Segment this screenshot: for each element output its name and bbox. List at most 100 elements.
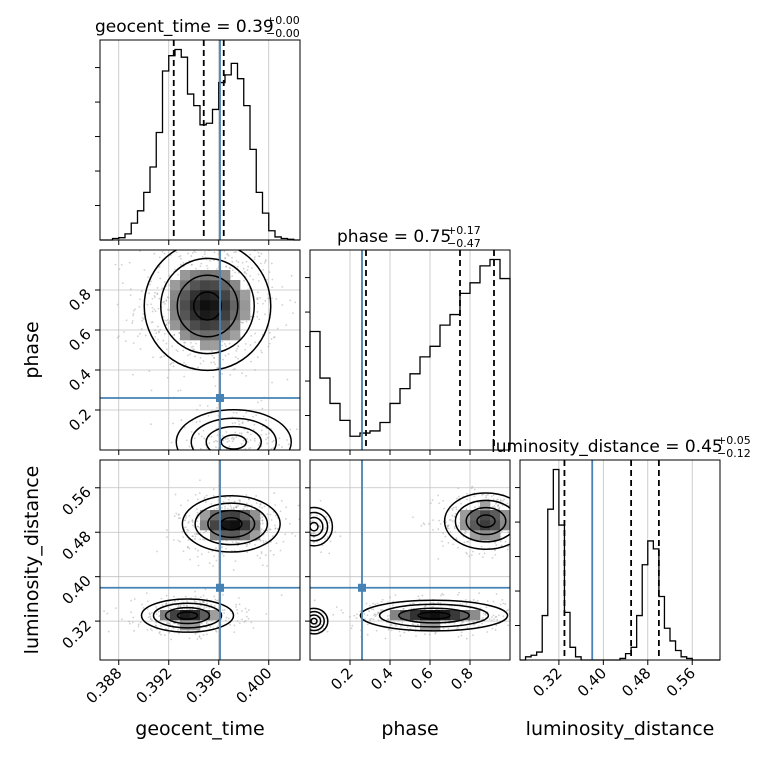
joint-geocent-time-phase-sample-780 (286, 439, 289, 441)
joint-geocent-time-luminosity-distance-sample-662 (106, 612, 109, 615)
joint-geocent-time-phase-sample-253 (267, 297, 270, 300)
joint-geocent-time-phase-sample-666 (200, 262, 203, 265)
joint-geocent-time-phase-sample-445 (263, 261, 266, 264)
joint-phase-luminosity-distance-sample-862 (292, 522, 294, 524)
joint-geocent-time-phase-sample-165 (157, 271, 160, 274)
joint-geocent-time-luminosity-distance-sample-466 (204, 501, 207, 504)
joint-geocent-time-phase-sample-886 (204, 456, 206, 458)
joint-geocent-time-phase-sample-737 (215, 446, 217, 449)
joint-phase-luminosity-distance-sample-252 (446, 524, 449, 527)
joint-geocent-time-luminosity-distance-sample-204 (187, 545, 189, 548)
joint-geocent-time-phase-sample-846 (226, 441, 229, 443)
joint-geocent-time-phase-sample-176 (223, 250, 226, 253)
joint-phase-luminosity-distance-sample-570 (492, 600, 495, 603)
joint-geocent-time-phase-sample-738 (247, 431, 250, 434)
joint-geocent-time-luminosity-distance-sample-646 (154, 621, 157, 623)
joint-geocent-time-luminosity-distance-sample-306 (246, 505, 249, 508)
joint-geocent-time-phase-contour-1-1 (205, 425, 262, 450)
joint-geocent-time-phase-sample-443 (271, 381, 273, 384)
joint-phase-luminosity-distance-sample-265 (507, 531, 510, 533)
joint-geocent-time-phase-sample-861 (208, 442, 211, 445)
joint-geocent-time-luminosity-distance-sample-566 (210, 604, 213, 606)
joint-phase-luminosity-distance-sample-194 (508, 531, 510, 534)
joint-geocent-time-luminosity-distance-sample-734 (158, 631, 161, 633)
joint-geocent-time-luminosity-distance-sample-49 (205, 530, 207, 532)
joint-phase-luminosity-distance-sample-464 (516, 616, 518, 618)
joint-geocent-time-phase-sample-343 (159, 356, 162, 359)
joint-geocent-time-phase-sample-543 (314, 256, 316, 258)
joint-phase-luminosity-distance-sample-325 (447, 525, 449, 528)
joint-phase-luminosity-distance-sample-8 (495, 499, 498, 501)
joint-phase-luminosity-distance-sample-693 (390, 629, 393, 632)
joint-geocent-time-luminosity-distance-sample-610 (183, 604, 185, 607)
joint-geocent-time-luminosity-distance-sample-216 (237, 505, 240, 507)
joint-phase-luminosity-distance-sample-359 (513, 520, 515, 522)
joint-phase-luminosity-distance-contour-0-2 (454, 499, 510, 543)
joint-phase-luminosity-distance-sample-208 (452, 543, 455, 546)
joint-geocent-time-luminosity-distance-sample-754 (148, 612, 151, 615)
joint-geocent-time-phase-sample-609 (156, 325, 159, 328)
joint-geocent-time-phase-sample-790 (295, 428, 298, 431)
joint-phase-luminosity-distance-sample-271 (438, 519, 441, 522)
joint-phase-luminosity-distance-sample-193 (487, 493, 489, 496)
joint-geocent-time-luminosity-distance-sample-797 (166, 621, 169, 624)
joint-phase-luminosity-distance-sample-702 (423, 606, 426, 608)
joint-phase-luminosity-distance-sample-897 (303, 632, 305, 634)
joint-geocent-time-luminosity-distance-frame (99, 459, 301, 661)
joint-geocent-time-luminosity-distance-sample-435 (221, 546, 223, 549)
joint-geocent-time-luminosity-distance-sample-366 (194, 533, 196, 535)
joint-geocent-time-phase-sample-154 (177, 273, 179, 276)
joint-geocent-time-luminosity-distance-sample-781 (243, 621, 246, 624)
joint-geocent-time-phase-sample-892 (276, 463, 278, 465)
joint-geocent-time-luminosity-distance-sample-325 (261, 522, 264, 525)
joint-phase-luminosity-distance-sample-673 (374, 615, 377, 618)
joint-phase-luminosity-distance-sample-849 (307, 529, 309, 531)
joint-geocent-time-phase-sample-869 (305, 430, 307, 432)
joint-phase-luminosity-distance-sample-855 (315, 514, 318, 517)
joint-phase-luminosity-distance-sample-883 (297, 613, 299, 615)
joint-geocent-time-luminosity-distance-sample-103 (268, 506, 271, 509)
joint-geocent-time-phase-sample-508 (275, 298, 278, 300)
joint-geocent-time-phase-sample-372 (273, 336, 275, 339)
joint-geocent-time-luminosity-distance-sample-157 (186, 546, 189, 549)
joint-geocent-time-phase-sample-8 (195, 267, 197, 270)
joint-geocent-time-phase-sample-814 (289, 428, 292, 431)
joint-phase-luminosity-distance-sample-682 (413, 602, 415, 605)
joint-geocent-time-phase-sample-588 (212, 375, 215, 378)
joint-geocent-time-phase-sample-745 (267, 451, 269, 453)
joint-geocent-time-phase-sample-72 (254, 332, 256, 335)
joint-geocent-time-phase-sample-213 (249, 315, 252, 318)
joint-geocent-time-luminosity-distance-sample-178 (294, 535, 297, 537)
joint-phase-luminosity-distance-sample-530 (494, 616, 497, 618)
joint-geocent-time-phase-sample-374 (236, 265, 239, 268)
joint-geocent-time-phase-sample-45 (202, 244, 204, 246)
joint-phase-luminosity-distance-sample-685 (371, 608, 373, 610)
joint-geocent-time-luminosity-distance-sample-361 (188, 514, 191, 517)
joint-geocent-time-phase-sample-589 (261, 333, 264, 336)
joint-geocent-time-luminosity-distance-sample-200 (208, 562, 211, 565)
joint-geocent-time-phase-sample-528 (213, 356, 215, 359)
joint-phase-luminosity-distance-sample-644 (370, 617, 373, 620)
joint-geocent-time-luminosity-distance-sample-593 (194, 595, 197, 598)
joint-phase-luminosity-distance-sample-752 (394, 594, 397, 596)
joint-geocent-time-luminosity-distance-sample-217 (179, 540, 181, 543)
joint-geocent-time-phase-sample-41 (260, 252, 263, 255)
joint-geocent-time-luminosity-distance-sample-286 (307, 514, 309, 516)
joint-phase-luminosity-distance-sample-719 (501, 598, 504, 601)
joint-geocent-time-luminosity-distance-sample-573 (225, 619, 227, 622)
joint-geocent-time-luminosity-distance-sample-76 (173, 515, 176, 517)
joint-geocent-time-luminosity-distance-sample-529 (157, 610, 160, 613)
joint-phase-luminosity-distance-sample-480 (340, 609, 343, 612)
joint-geocent-time-phase-sample-546 (206, 267, 209, 270)
joint-geocent-time-phase-sample-514 (206, 264, 208, 267)
joint-geocent-time-phase-sample-307 (158, 297, 161, 300)
joint-geocent-time-phase-sample-729 (190, 430, 193, 433)
joint-geocent-time-phase-density-cell-9-16 (190, 280, 201, 291)
joint-phase-luminosity-distance-sample-234 (451, 514, 454, 517)
joint-phase-luminosity-distance-sample-544 (373, 613, 376, 615)
joint-geocent-time-phase-sample-654 (132, 314, 135, 317)
joint-geocent-time-phase-sample-593 (156, 293, 159, 296)
joint-phase-luminosity-distance-sample-891 (302, 624, 304, 626)
joint-geocent-time-phase-sample-838 (239, 463, 241, 465)
joint-geocent-time-phase-sample-313 (235, 350, 238, 352)
